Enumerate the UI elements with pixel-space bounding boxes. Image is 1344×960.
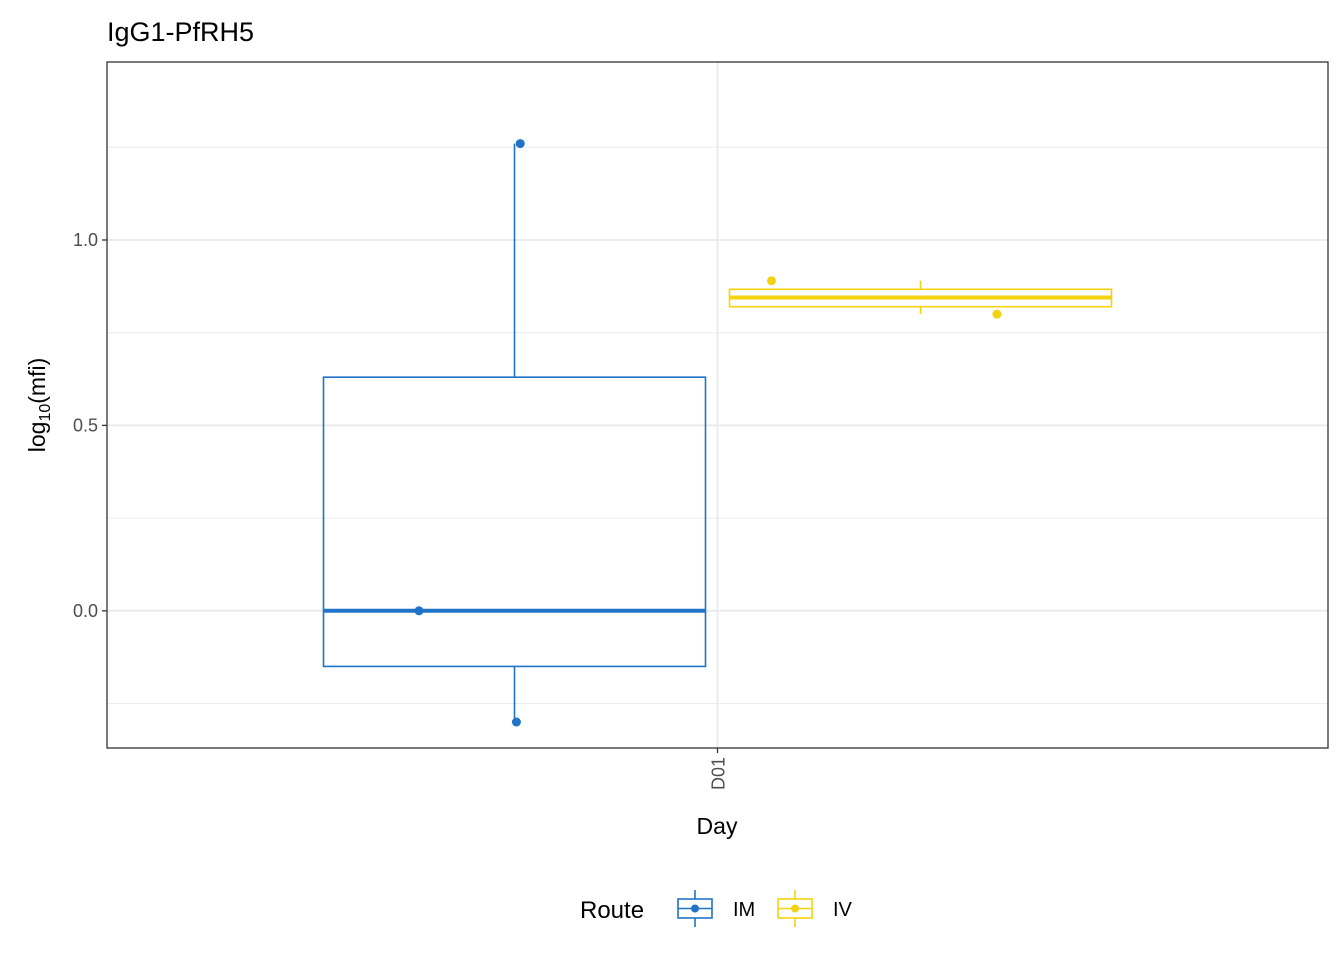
data-point — [414, 606, 424, 616]
y-axis-title-subscript: 10 — [37, 404, 54, 422]
box-iv — [728, 276, 1113, 319]
y-axis: 0.0 0.5 1.0 — [73, 230, 107, 621]
chart-title: IgG1-PfRH5 — [107, 17, 254, 47]
grid-major — [107, 62, 1328, 748]
x-tick-label: D01 — [709, 757, 729, 790]
legend-entry-iv: IV — [777, 890, 853, 927]
y-tick-label: 0.5 — [73, 415, 98, 435]
legend-label: IM — [733, 899, 755, 921]
legend-key-point — [791, 904, 799, 913]
data-point — [515, 139, 525, 149]
boxes — [322, 139, 1113, 727]
data-point — [992, 309, 1002, 319]
legend-title: Route — [580, 897, 644, 924]
x-axis-title: Day — [697, 813, 738, 839]
y-axis-title-base: log — [24, 422, 50, 453]
legend-key-point — [691, 904, 699, 913]
x-axis: D01 — [709, 748, 729, 790]
y-axis-title: log10(mfi) — [24, 358, 54, 452]
y-tick-label: 0.0 — [73, 601, 98, 621]
legend: Route IM IV — [580, 890, 853, 927]
box-im — [322, 139, 707, 727]
y-axis-title-arg: (mfi) — [24, 358, 50, 404]
legend-label: IV — [833, 899, 853, 921]
plot-panel — [106, 61, 1329, 749]
y-tick-label: 1.0 — [73, 230, 98, 250]
box-iqr — [322, 376, 707, 668]
data-point — [511, 717, 521, 727]
data-point — [767, 276, 777, 286]
legend-entry-im: IM — [677, 890, 755, 927]
